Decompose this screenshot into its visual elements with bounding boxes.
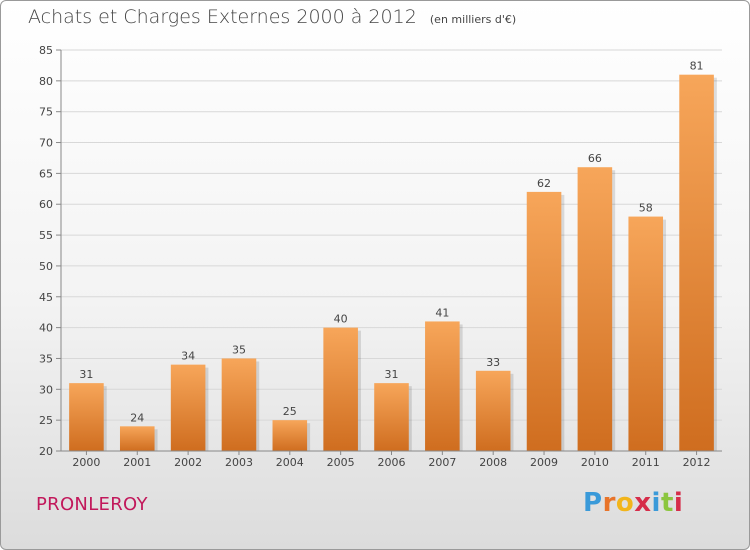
x-tick-label: 2005 — [327, 456, 355, 469]
bar — [425, 321, 460, 451]
logo-letter: t — [660, 488, 674, 518]
bar — [272, 420, 308, 451]
y-tick-label: 30 — [39, 383, 53, 396]
bar — [323, 327, 358, 451]
chart-title: Achats et Charges Externes 2000 à 2012 (… — [28, 6, 516, 28]
commune-name: PRONLEROY — [36, 494, 148, 515]
x-tick-label: 2009 — [530, 456, 558, 469]
x-tick-label: 2003 — [225, 456, 253, 469]
x-tick-label: 2011 — [632, 456, 660, 469]
data-label: 62 — [537, 177, 551, 190]
bar — [69, 383, 104, 451]
data-label: 31 — [385, 368, 399, 381]
x-tick-label: 2012 — [683, 456, 711, 469]
data-label: 25 — [283, 405, 297, 418]
bar — [221, 358, 257, 451]
y-tick-label: 45 — [39, 291, 53, 304]
y-tick-label: 85 — [39, 44, 53, 57]
y-tick-label: 55 — [39, 229, 53, 242]
x-tick-label: 2002 — [174, 456, 202, 469]
x-tick-label: 2007 — [428, 456, 456, 469]
proxiti-logo: Proxiti — [583, 488, 683, 518]
logo-letter: P — [583, 488, 603, 518]
y-tick-label: 80 — [39, 75, 53, 88]
data-label: 58 — [639, 202, 653, 215]
y-tick-label: 35 — [39, 352, 53, 365]
data-label: 33 — [486, 356, 500, 369]
y-tick-label: 70 — [39, 137, 53, 150]
bar — [119, 426, 155, 451]
chart-title-main: Achats et Charges Externes 2000 à 2012 — [28, 6, 417, 28]
y-tick-label: 25 — [39, 414, 53, 427]
data-label: 41 — [435, 306, 449, 319]
bar — [628, 216, 664, 451]
y-tick-label: 40 — [39, 322, 53, 335]
data-label: 35 — [232, 343, 246, 356]
logo-letter: x — [634, 488, 652, 518]
data-label: 31 — [79, 368, 93, 381]
logo-letter: i — [673, 488, 684, 518]
x-tick-label: 2000 — [72, 456, 100, 469]
chart-unit: (en milliers d'€) — [429, 13, 517, 26]
y-tick-label: 60 — [39, 198, 53, 211]
x-tick-label: 2004 — [276, 456, 304, 469]
logo-letter: r — [602, 488, 616, 518]
logo-letter: i — [651, 488, 661, 518]
bar — [526, 191, 562, 451]
logo-letter: o — [615, 488, 635, 518]
x-tick-label: 2010 — [581, 456, 609, 469]
bar — [475, 370, 511, 451]
bar — [374, 383, 409, 451]
bar — [679, 74, 714, 451]
y-tick-label: 75 — [39, 106, 53, 119]
y-tick-label: 20 — [39, 445, 53, 458]
data-label: 24 — [130, 411, 144, 424]
y-tick-label: 65 — [39, 167, 53, 180]
bar — [577, 167, 613, 451]
y-tick-label: 50 — [39, 260, 53, 273]
x-tick-label: 2006 — [378, 456, 406, 469]
data-label: 40 — [334, 313, 348, 326]
data-label: 34 — [181, 350, 195, 363]
data-label: 66 — [588, 152, 602, 165]
bar — [170, 364, 206, 451]
x-tick-label: 2001 — [123, 456, 151, 469]
x-tick-label: 2008 — [479, 456, 507, 469]
data-label: 81 — [690, 60, 704, 73]
